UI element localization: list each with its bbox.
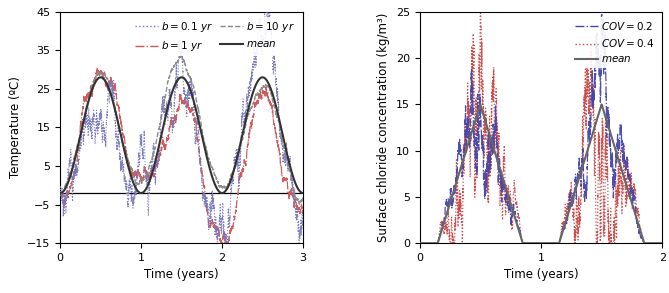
Text: (b): (b) — [410, 0, 427, 2]
Y-axis label: Temperature (ºC): Temperature (ºC) — [9, 76, 21, 178]
Legend: $b=0.1\ yr$, $b=1\ yr$, $b=10\ yr$, $mean$: $b=0.1\ yr$, $b=1\ yr$, $b=10\ yr$, $mea… — [132, 17, 298, 56]
Text: (a): (a) — [56, 0, 73, 2]
X-axis label: Time (years): Time (years) — [504, 268, 578, 282]
Legend: $COV=0.2$, $COV=0.4$, $mean$: $COV=0.2$, $COV=0.4$, $mean$ — [571, 17, 657, 68]
Y-axis label: Surface chloride concentration (kg/m³): Surface chloride concentration (kg/m³) — [377, 13, 390, 242]
X-axis label: Time (years): Time (years) — [145, 268, 219, 282]
